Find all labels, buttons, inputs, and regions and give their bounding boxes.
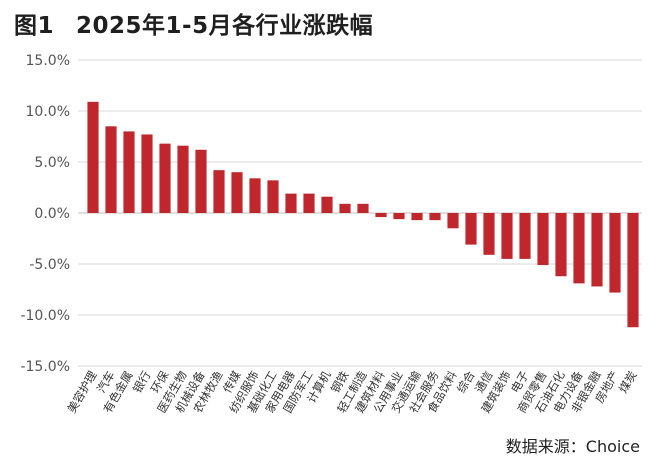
y-tick-label: -10.0% xyxy=(20,308,70,324)
chart-title: 图1 2025年1-5月各行业涨跌幅 xyxy=(14,6,373,40)
x-category-label: 综合 xyxy=(454,368,478,395)
x-category-label: 银行 xyxy=(130,369,154,396)
bar xyxy=(627,213,639,328)
bar xyxy=(465,213,477,245)
y-axis-tick-labels: 15.0% 10.0% 5.0% 0.0% -5.0% -10.0% -15.0% xyxy=(20,53,70,375)
bar xyxy=(87,101,99,213)
bar xyxy=(537,213,549,266)
bar xyxy=(519,213,531,259)
y-tick-label: -15.0% xyxy=(20,359,70,375)
chart-title-text: 2025年1-5月各行业涨跌幅 xyxy=(76,13,374,39)
bar xyxy=(429,213,441,221)
bar xyxy=(123,131,135,213)
bar xyxy=(141,134,153,213)
bar xyxy=(285,193,297,213)
y-tick-label: -5.0% xyxy=(29,257,70,273)
bar xyxy=(357,203,369,213)
bar xyxy=(393,213,405,220)
bar xyxy=(321,196,333,213)
bar xyxy=(411,213,423,221)
bar xyxy=(573,213,585,284)
bar xyxy=(483,213,495,255)
bar xyxy=(555,213,567,277)
bar xyxy=(375,213,387,218)
bar xyxy=(447,213,459,229)
bar xyxy=(249,178,261,213)
x-category-label: 煤炭 xyxy=(616,369,640,396)
bar xyxy=(213,170,225,213)
bar xyxy=(159,143,171,213)
bar xyxy=(267,180,279,213)
x-axis-category-labels: 美容护理汽车有色金属银行环保医药生物机械设备农林牧渔传媒纺织服饰基础化工家用电器… xyxy=(64,368,639,415)
y-tick-label: 5.0% xyxy=(34,155,70,171)
bar xyxy=(231,172,243,213)
source-note: 数据来源：Choice xyxy=(505,437,640,456)
x-category-label: 美容护理 xyxy=(64,368,99,415)
y-tick-label: 15.0% xyxy=(26,53,70,69)
bar xyxy=(591,213,603,287)
bar xyxy=(339,203,351,213)
figure-label: 图1 xyxy=(14,13,55,39)
y-tick-label: 0.0% xyxy=(34,206,70,222)
bar xyxy=(195,149,207,213)
bar xyxy=(501,213,513,259)
bar xyxy=(177,145,189,213)
y-tick-label: 10.0% xyxy=(26,104,70,120)
bar xyxy=(105,126,117,213)
bar xyxy=(303,193,315,213)
bars xyxy=(87,101,639,328)
bar xyxy=(609,213,621,293)
